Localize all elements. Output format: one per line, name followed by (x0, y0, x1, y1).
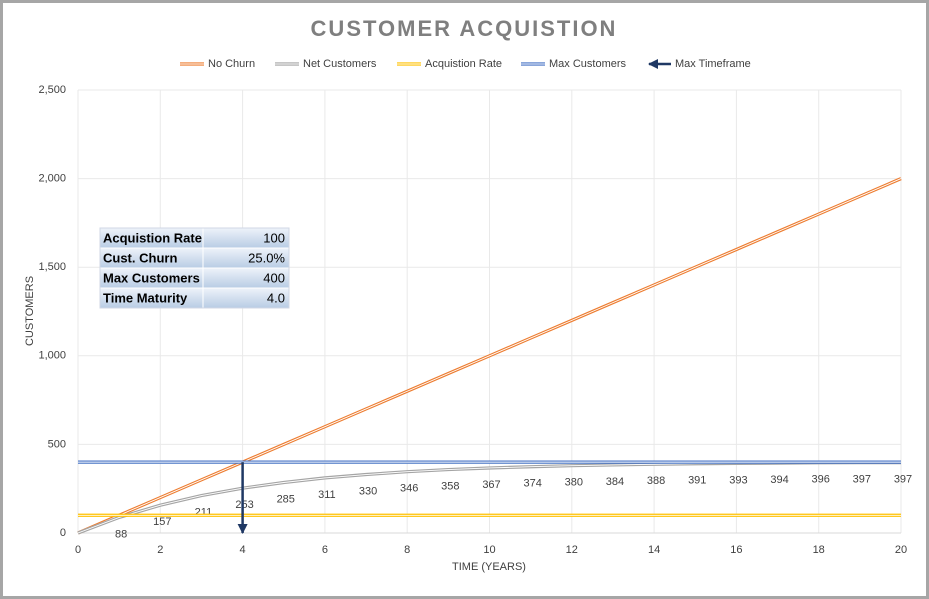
x-tick-label: 2 (157, 544, 163, 556)
data-label: 391 (688, 475, 706, 487)
y-tick-label: 0 (60, 527, 66, 539)
data-label: 346 (400, 483, 418, 495)
x-tick-label: 0 (75, 544, 81, 556)
table-label: Max Customers (103, 270, 200, 285)
table-label: Acquistion Rate (103, 230, 202, 245)
legend-label: Max Customers (549, 58, 627, 70)
data-label: 285 (277, 493, 295, 505)
y-tick-label: 500 (48, 438, 66, 450)
y-tick-label: 1,000 (38, 350, 66, 362)
x-axis-title: TIME (YEARS) (452, 561, 526, 573)
data-label: 380 (565, 477, 583, 489)
x-tick-label: 18 (813, 544, 825, 556)
data-label: 253 (235, 499, 253, 511)
legend-label: Acquistion Rate (425, 58, 502, 70)
line-core (77, 178, 902, 534)
x-tick-label: 10 (483, 544, 495, 556)
y-axis-title: CUSTOMERS (24, 276, 36, 346)
data-label: 396 (812, 474, 830, 486)
table-border (99, 227, 290, 309)
x-tick-label: 20 (895, 544, 907, 556)
chart-title: CUSTOMER ACQUISTION (311, 16, 618, 41)
data-label: 393 (729, 474, 747, 486)
data-label: 397 (853, 474, 871, 486)
y-tick-label: 2,000 (38, 173, 66, 185)
table-value: 100 (263, 230, 285, 245)
data-label: 88 (115, 528, 127, 540)
y-tick-label: 2,500 (38, 84, 66, 96)
legend-label: Net Customers (303, 58, 377, 70)
data-label: 157 (153, 516, 171, 528)
legend-label: Max Timeframe (675, 58, 751, 70)
x-tick-label: 4 (240, 544, 246, 556)
data-label: 397 (894, 474, 912, 486)
data-label: 358 (441, 480, 459, 492)
x-tick-label: 16 (730, 544, 742, 556)
data-label: 311 (318, 489, 336, 501)
table-label: Time Maturity (103, 290, 188, 305)
table-value: 4.0 (267, 290, 285, 305)
table-label: Cust. Churn (103, 250, 177, 265)
data-label: 394 (770, 474, 788, 486)
table-value: 400 (263, 270, 285, 285)
x-tick-label: 8 (404, 544, 410, 556)
x-tick-label: 14 (648, 544, 660, 556)
data-label: 384 (606, 476, 624, 488)
data-label: 330 (359, 485, 377, 497)
data-label: 374 (523, 478, 541, 490)
data-label: 388 (647, 475, 665, 487)
x-tick-label: 12 (566, 544, 578, 556)
legend-label: No Churn (208, 58, 255, 70)
y-tick-label: 1,500 (38, 261, 66, 273)
table-value: 25.0% (248, 250, 285, 265)
x-tick-label: 6 (322, 544, 328, 556)
data-label: 367 (482, 479, 500, 491)
